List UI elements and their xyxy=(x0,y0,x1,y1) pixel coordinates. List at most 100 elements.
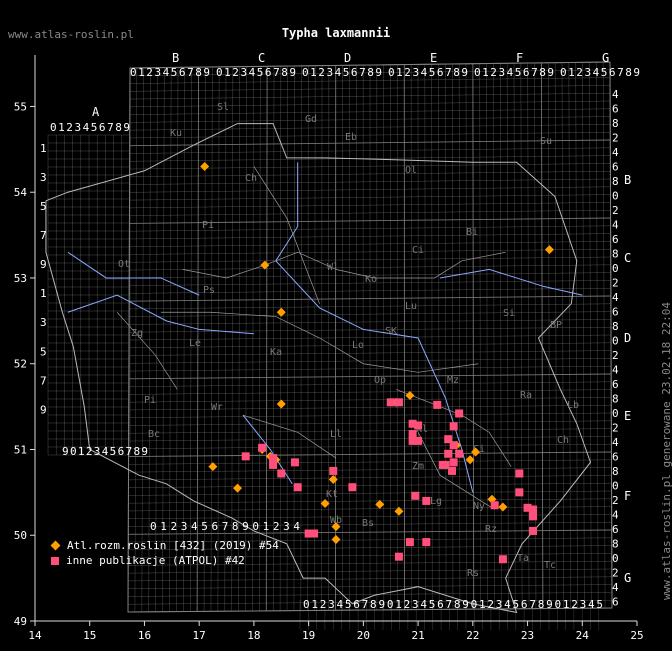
border-line xyxy=(45,123,592,614)
x-tick-label: 18 xyxy=(247,629,260,642)
atpol-digits-top: 0123456789 xyxy=(474,66,554,79)
grid-line-h xyxy=(128,592,612,597)
region-line xyxy=(242,414,337,459)
grid-line-v xyxy=(513,63,516,609)
region-code: Lg xyxy=(430,496,442,507)
atpol-point xyxy=(304,529,313,538)
region-code: Ci xyxy=(412,245,424,256)
region-borders xyxy=(116,166,512,510)
region-code: Ra xyxy=(520,390,532,401)
atpol-point xyxy=(269,454,278,463)
y-tick-label: 54 xyxy=(14,186,28,199)
grid-line-v xyxy=(520,63,523,609)
atpol-point xyxy=(394,552,403,561)
x-tick-label: 23 xyxy=(521,629,534,642)
y-tick-label: 53 xyxy=(14,272,27,285)
atpol-point xyxy=(386,398,395,407)
grid-line-h xyxy=(128,568,612,574)
region-code: Lo xyxy=(352,340,364,351)
grid-line-v xyxy=(554,62,557,609)
atpol-point xyxy=(438,460,447,469)
grid-line-v xyxy=(452,63,454,610)
region-code: Wb xyxy=(330,515,342,526)
atlas-point xyxy=(405,390,415,400)
grid-line-v xyxy=(479,63,481,610)
atpol-point xyxy=(241,452,250,461)
region-code: Sl xyxy=(217,102,229,113)
grid-line-v xyxy=(472,63,475,610)
atpol-point xyxy=(529,512,538,521)
grid-line-v xyxy=(589,62,592,609)
atlas-point xyxy=(276,399,286,409)
atpol-digit-right: 4 xyxy=(612,436,619,449)
region-code: Ka xyxy=(270,347,282,358)
map-title: Typha laxmannii xyxy=(281,26,391,40)
square-icon xyxy=(51,556,59,565)
atpol-digit-left: 3 xyxy=(40,171,47,184)
region-line xyxy=(116,312,178,390)
atpol-digit-left: 7 xyxy=(40,374,47,387)
atpol-letter-right: F xyxy=(624,489,631,503)
atpol-digit-right: 8 xyxy=(612,465,619,478)
region-code: Ll xyxy=(330,429,342,440)
atpol-digit-right: 2 xyxy=(612,204,619,217)
y-tick-label: 51 xyxy=(14,443,27,456)
atpol-digit-right: 0 xyxy=(612,407,619,420)
atpol-letter-top: B xyxy=(172,51,179,65)
atpol-digit-left: 1 xyxy=(40,142,47,155)
atpol-point xyxy=(348,483,357,492)
region-code: Bs xyxy=(362,518,374,529)
site-label[interactable]: www.atlas-roslin.pl xyxy=(8,28,134,41)
legend: Atl.rozm.roslin [432] (2019) #54 inne pu… xyxy=(50,538,279,568)
grid-line-h xyxy=(128,358,612,364)
atlas-point xyxy=(498,502,508,512)
atpol-point xyxy=(422,538,431,547)
rivers xyxy=(67,162,583,493)
grid-line-h xyxy=(128,342,612,349)
region-code: Ps xyxy=(203,285,215,296)
atpol-point xyxy=(515,488,524,497)
atpol-digits-left-bottom: 90123456789 xyxy=(62,445,148,458)
atpol-digit-right: 8 xyxy=(612,393,619,406)
x-tick-label: 19 xyxy=(302,629,315,642)
grid-line-h xyxy=(128,576,612,582)
grid-line-h xyxy=(128,560,612,566)
diamond-icon xyxy=(50,540,61,551)
legend-atpol-label: inne publikacje (ATPOL) #42 xyxy=(66,554,245,567)
grid-line-h xyxy=(128,521,612,527)
atpol-point xyxy=(422,496,431,505)
region-code: Ta xyxy=(517,553,529,564)
grid-line-h xyxy=(128,459,612,465)
atpol-point xyxy=(515,469,524,478)
atpol-letter-top: G xyxy=(602,51,609,65)
atpol-point xyxy=(405,538,414,547)
atlas-point xyxy=(465,455,475,465)
region-code: Ny xyxy=(473,501,485,512)
grid-line-h xyxy=(128,482,612,488)
grid-line-h xyxy=(128,451,612,458)
atpol-digit-right: 2 xyxy=(612,277,619,290)
grid-line-h xyxy=(128,381,612,387)
x-tick-label: 15 xyxy=(83,629,96,642)
region-code: Eb xyxy=(345,132,357,143)
region-code: Ci xyxy=(473,444,485,455)
region-code: Lb xyxy=(567,400,579,411)
grid-line-v xyxy=(527,63,530,609)
atpol-digit-right: 6 xyxy=(612,306,619,319)
atlas-point xyxy=(375,499,385,509)
atpol-point xyxy=(449,441,458,450)
atlas-point xyxy=(200,161,210,171)
atpol-point xyxy=(498,555,507,564)
grid-line-v xyxy=(486,63,488,610)
atpol-digits-top-a: 0123456789 xyxy=(50,121,130,134)
x-tick-label: 16 xyxy=(138,629,151,642)
atpol-point xyxy=(414,436,423,445)
atpol-point xyxy=(411,491,420,500)
grid-line-h xyxy=(128,443,612,450)
atpol-digit-right: 2 xyxy=(612,494,619,507)
grid-line-v xyxy=(506,63,509,609)
occurrence-points xyxy=(200,161,554,564)
atpol-grid xyxy=(47,61,613,630)
atpol-letter-top: F xyxy=(516,51,523,65)
